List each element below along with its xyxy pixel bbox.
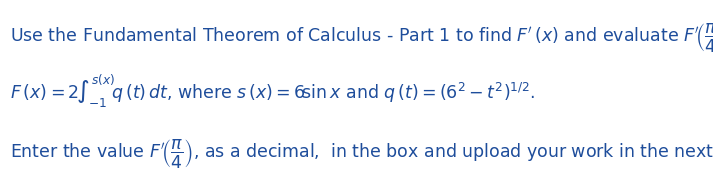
Text: $F\,(x) = 2\!\int_{-1}^{s(x)}\!q\,(t)\,dt$, where $s\,(x) = 6\!\sin x$ and $q\,(: $F\,(x) = 2\!\int_{-1}^{s(x)}\!q\,(t)\,d… xyxy=(10,72,535,110)
Text: Use the Fundamental Theorem of Calculus - Part 1 to find $F'\,(x)$ and evaluate : Use the Fundamental Theorem of Calculus … xyxy=(10,21,713,54)
Text: Enter the value $F'\!\left(\dfrac{\pi}{4}\right)$, as a decimal,  in the box and: Enter the value $F'\!\left(\dfrac{\pi}{4… xyxy=(10,137,713,170)
